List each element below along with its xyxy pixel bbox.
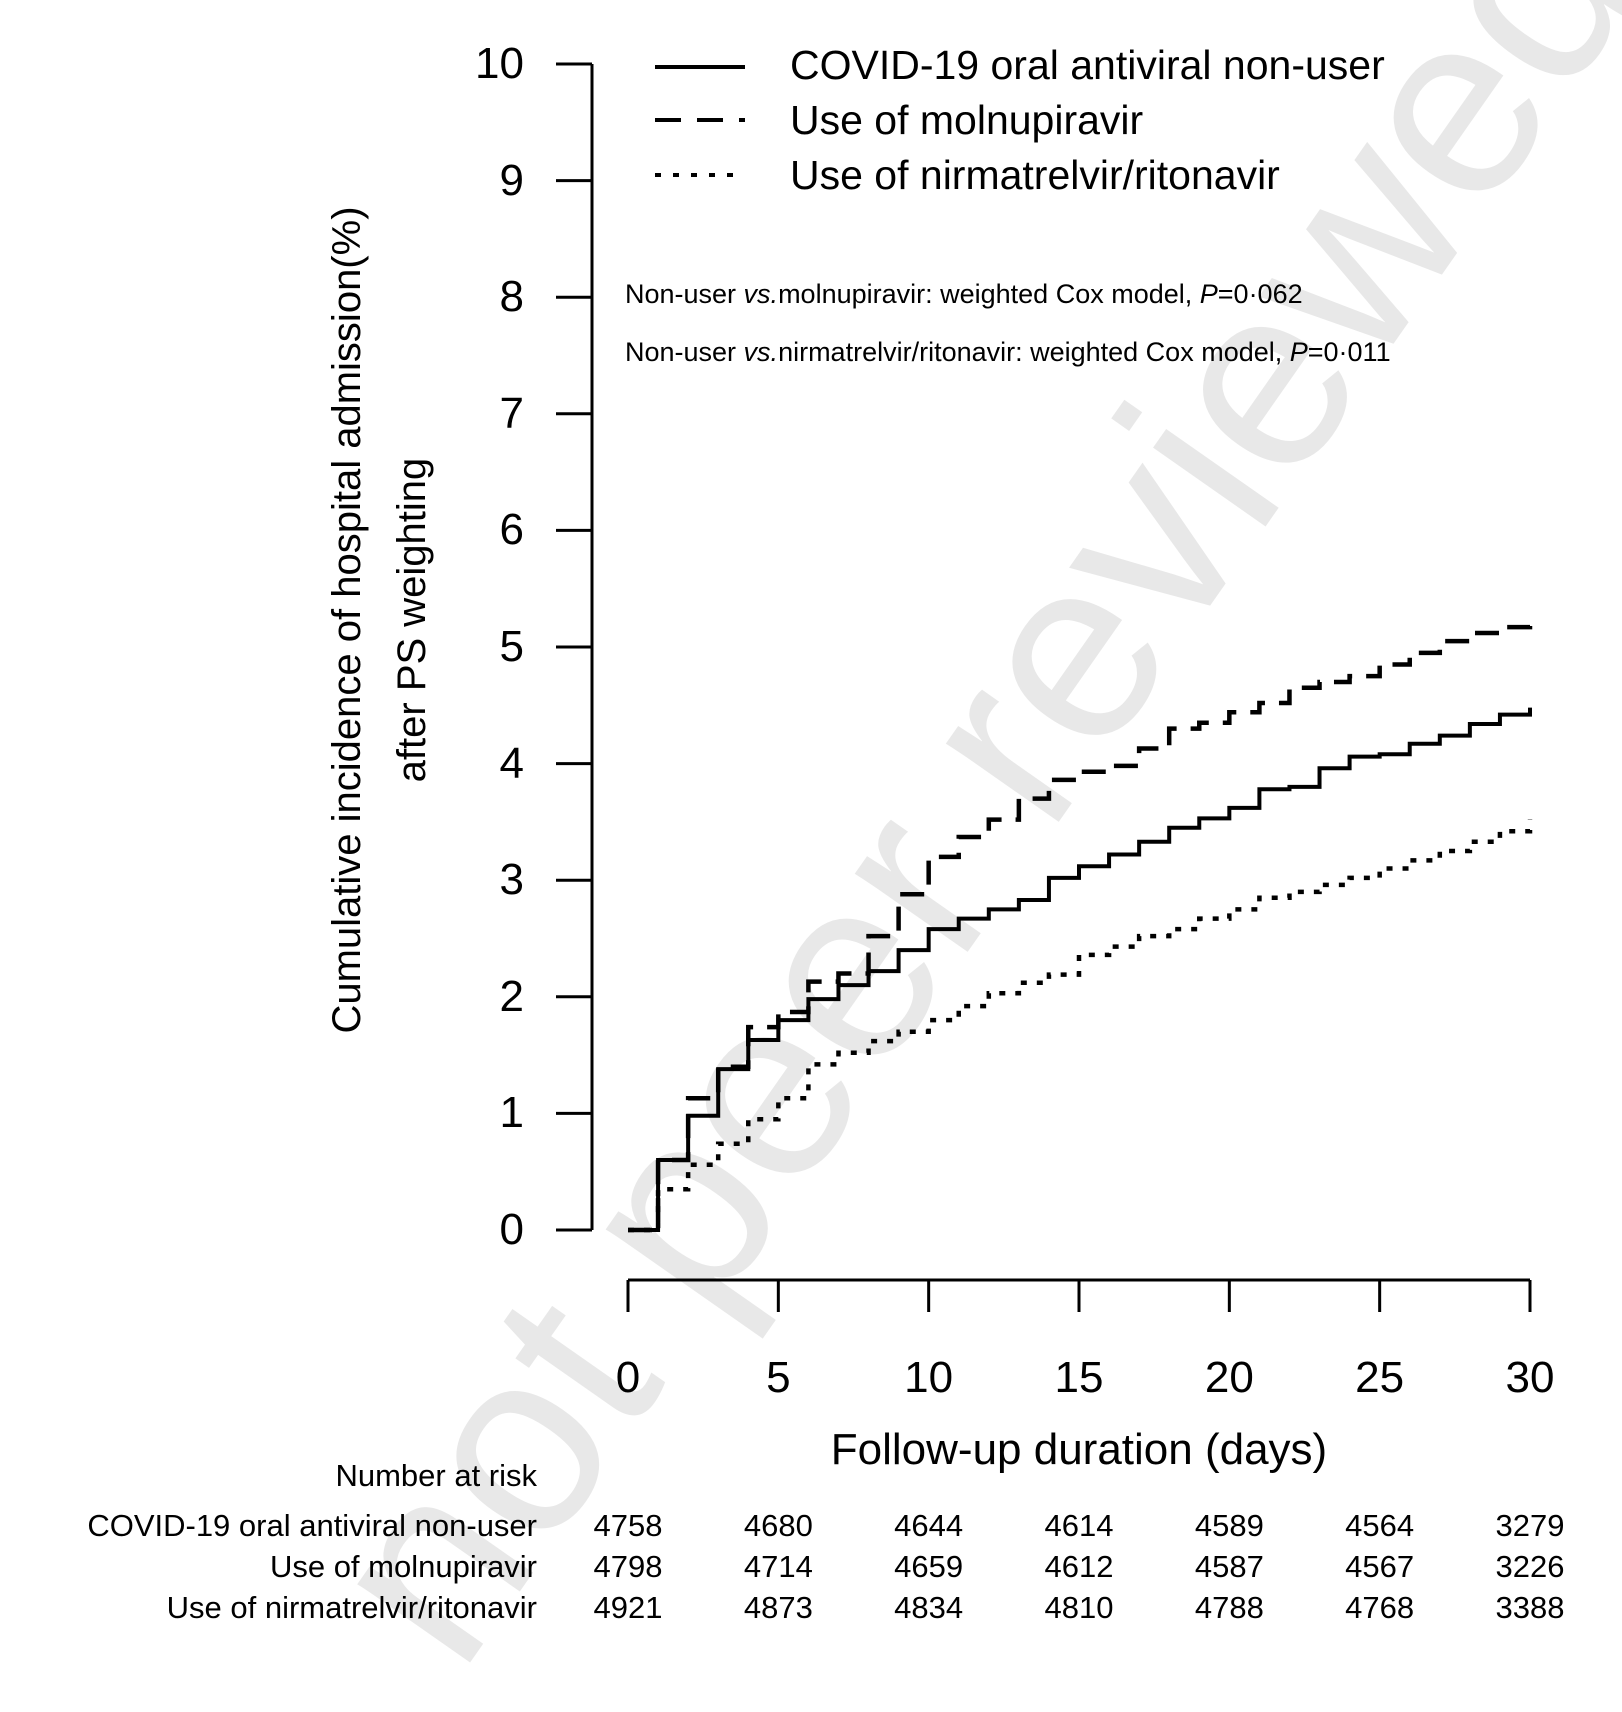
x-tick-label: 25 (1355, 1353, 1405, 1402)
legend-label-molnupiravir: Use of molnupiravir (790, 97, 1144, 143)
x-axis-title: Follow-up duration (days) (830, 1425, 1328, 1474)
risk-row-label: Use of nirmatrelvir/ritonavir (166, 1590, 537, 1625)
risk-table-title: Number at risk (335, 1458, 537, 1493)
risk-value: 4567 (1345, 1549, 1415, 1584)
risk-value: 4714 (743, 1549, 813, 1584)
risk-value: 4589 (1194, 1508, 1264, 1543)
y-tick-label: 7 (499, 388, 524, 438)
risk-value: 4921 (593, 1590, 663, 1625)
legend-solid-line (655, 65, 745, 69)
risk-value: 4834 (894, 1590, 964, 1625)
y-tick-label: 10 (475, 39, 524, 88)
legend-dotted-line (655, 173, 745, 177)
y-axis-title-line1: Cumulative incidence of hospital admissi… (325, 206, 369, 1034)
y-tick-label: 9 (499, 155, 524, 205)
y-tick-label: 1 (499, 1088, 524, 1138)
series-nirmatrelvir-curve (628, 819, 1533, 1233)
x-tick-label: 20 (1204, 1353, 1254, 1402)
legend-label-nirmatrelvir: Use of nirmatrelvir/ritonavir (790, 152, 1280, 198)
risk-value: 4873 (743, 1590, 813, 1625)
y-axis-title: Cumulative incidence of hospital admissi… (315, 206, 445, 1033)
series-molnupiravir-curve (628, 624, 1533, 1233)
y-tick-label: 0 (499, 1205, 524, 1254)
legend-dashed-line (655, 118, 745, 122)
risk-row-label: COVID-19 oral antiviral non-user (87, 1508, 537, 1543)
y-tick-label: 6 (499, 505, 524, 555)
legend-label-nonuser: COVID-19 oral antiviral non-user (790, 42, 1385, 88)
y-tick-label: 4 (499, 738, 524, 788)
annotation-nirmatrelvir: Non-user vs.nirmatrelvir/ritonavir: weig… (625, 337, 1391, 367)
annotation-molnupiravir: Non-user vs.molnupiravir: weighted Cox m… (625, 279, 1303, 309)
risk-value: 4758 (593, 1508, 663, 1543)
y-tick-label: 2 (499, 971, 524, 1021)
x-tick-label: 5 (766, 1353, 791, 1402)
risk-value: 4564 (1345, 1508, 1415, 1543)
risk-value: 4612 (1044, 1549, 1114, 1584)
risk-value: 4614 (1044, 1508, 1114, 1543)
x-tick-label: 10 (904, 1353, 954, 1402)
risk-value: 4788 (1194, 1590, 1264, 1625)
y-tick-label: 3 (499, 855, 524, 905)
km-chart (556, 62, 1533, 1312)
risk-value: 4798 (593, 1549, 663, 1584)
risk-value: 4659 (894, 1549, 964, 1584)
risk-value: 4680 (743, 1508, 813, 1543)
risk-value: 4644 (894, 1508, 964, 1543)
risk-value: 4587 (1194, 1549, 1264, 1584)
x-tick-label: 30 (1505, 1353, 1555, 1402)
y-tick-label: 5 (499, 622, 524, 671)
risk-value: 3279 (1495, 1508, 1565, 1543)
y-tick-label: 8 (499, 272, 524, 322)
y-axis-title-line2: after PS weighting (390, 457, 434, 783)
risk-value: 3388 (1495, 1590, 1565, 1625)
risk-value: 4768 (1345, 1590, 1415, 1625)
x-tick-label: 15 (1054, 1353, 1104, 1402)
risk-row-label: Use of molnupiravir (269, 1549, 537, 1584)
risk-value: 4810 (1044, 1590, 1114, 1625)
x-tick-label: 0 (615, 1353, 641, 1402)
series-nonuser-curve (628, 707, 1532, 1232)
risk-value: 3226 (1495, 1549, 1565, 1584)
